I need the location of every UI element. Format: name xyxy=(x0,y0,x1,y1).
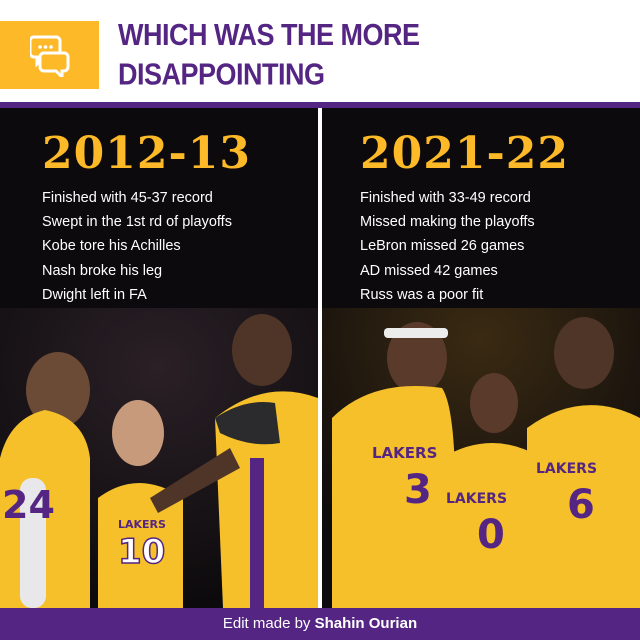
panel-2021-22: LAKERS 3 LAKERS 0 LAKERS 6 2021-22 Finis… xyxy=(322,108,640,608)
fact-item: Swept in the 1st rd of playoffs xyxy=(42,214,232,231)
panel-2012-13: 24 LAKERS 10 2012-13 Finished with 45-37… xyxy=(0,108,318,608)
jersey-text-lebron: LAKERS xyxy=(536,461,597,477)
icon-box xyxy=(0,21,99,89)
facts-list-left: Finished with 45-37 record Swept in the … xyxy=(42,186,232,307)
jersey-number-ad: 3 xyxy=(404,467,432,513)
season-title-left: 2012-13 xyxy=(42,128,251,179)
fact-item: Finished with 45-37 record xyxy=(42,190,213,206)
fact-item: Missed making the playoffs xyxy=(360,214,535,231)
jersey-text-nash: LAKERS xyxy=(118,518,166,531)
question-line-1: WHICH WAS THE MORE DISAPPOINTING xyxy=(118,18,420,92)
header: WHICH WAS THE MORE DISAPPOINTING LAKERS … xyxy=(0,0,640,130)
jersey-number-nash: 10 xyxy=(118,532,165,572)
fact-item: Kobe tore his Achilles xyxy=(42,238,181,255)
fact-item: Nash broke his leg xyxy=(42,262,163,279)
fact-item: Russ was a poor fit xyxy=(360,286,484,303)
jersey-text-ad: LAKERS xyxy=(372,444,437,462)
jersey-number-kobe: 24 xyxy=(2,483,55,527)
footer-credit: Edit made by Shahin Ourian xyxy=(0,608,640,640)
jersey-number-lebron: 6 xyxy=(567,482,595,528)
header-band xyxy=(0,102,640,108)
credit-author: Shahin Ourian xyxy=(314,615,418,632)
jersey-number-russ: 0 xyxy=(477,512,505,558)
credit-prefix: Edit made by xyxy=(222,615,315,632)
fact-item: Dwight left in FA xyxy=(42,286,147,303)
fact-item: LeBron missed 26 games xyxy=(360,238,525,255)
players-photo-2012-13: 24 LAKERS 10 xyxy=(0,308,318,608)
season-title-right: 2021-22 xyxy=(360,128,569,179)
players-photo-2021-22: LAKERS 3 LAKERS 0 LAKERS 6 xyxy=(322,308,640,608)
facts-list-right: Finished with 33-49 record Missed making… xyxy=(360,186,535,307)
fact-item: AD missed 42 games xyxy=(360,262,498,279)
jersey-text-russ: LAKERS xyxy=(446,491,507,507)
chat-bubbles-icon xyxy=(30,35,70,77)
fact-item: Finished with 33-49 record xyxy=(360,190,531,206)
panel-divider xyxy=(318,108,322,608)
